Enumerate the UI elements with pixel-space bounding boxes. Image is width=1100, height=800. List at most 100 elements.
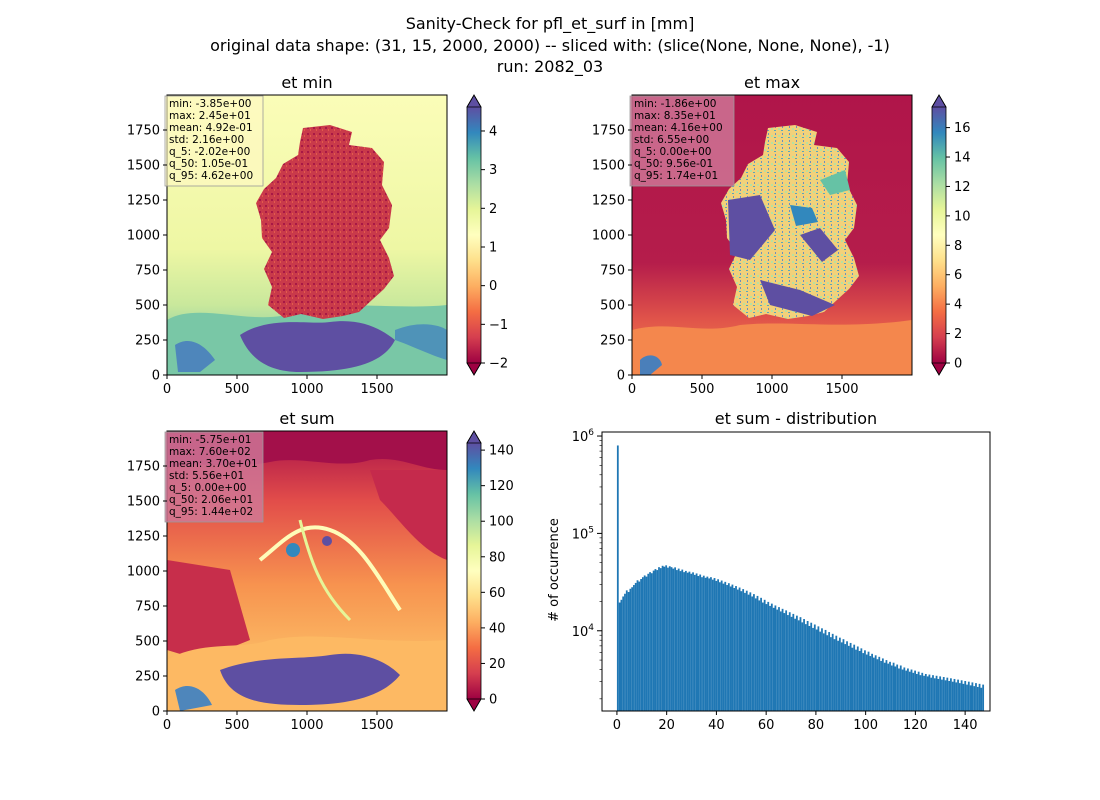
y-tick-label: 1000 [127,565,160,580]
histogram-bar [622,596,625,711]
histogram-bar [667,567,669,711]
x-tick-label: 40 [708,718,725,733]
histogram-bar [692,572,694,711]
colorbar-tick-label: 60 [489,586,506,601]
histogram-bar [625,590,628,711]
histogram-bar [858,650,861,711]
histogram-bar [722,583,725,711]
histogram-bar [953,678,956,711]
axes-frame [601,431,991,712]
histogram-bar [828,632,831,711]
histogram-bar [860,648,863,711]
stat-line: mean: 4.92e-01 [169,122,253,134]
histogram-bar [821,628,823,711]
histogram-bar [620,599,623,711]
histogram-bar [867,651,870,711]
histogram-bar [781,608,784,711]
histogram-bar [715,580,718,711]
histogram-bar [928,674,931,711]
y-axis-label: # of occurrence [547,518,562,622]
histogram-bar [758,600,761,711]
histogram-bar [749,592,752,711]
x-tick-label: 500 [225,718,250,733]
histogram-bar [729,586,732,711]
histogram-bar [951,681,954,711]
histogram-bar [761,602,764,711]
histogram-bar [656,570,659,711]
histogram-bar [941,679,943,711]
panel-title: et sum [279,409,334,428]
y-tick-label: 750 [135,264,160,279]
histogram-bar [701,577,703,711]
histogram-bar [774,605,777,711]
histogram-bar [921,672,924,711]
histogram-bar [826,635,829,711]
histogram-bar [727,583,730,711]
histogram-bar [688,571,691,711]
stat-line: min: -3.85e+00 [169,98,251,110]
x-tick-label: 60 [758,718,775,733]
histogram-bar [878,656,881,711]
stats-box-bg [629,95,735,187]
stats-box: min: -3.85e+00 max: 2.45e+01 mean: 4.92e… [164,95,264,187]
histogram-bar [652,570,655,711]
histogram-bar [747,594,750,711]
y-tick-label: 250 [135,334,160,349]
histogram-bar [778,607,780,711]
stat-line: mean: 4.16e+00 [634,122,723,134]
histogram-bar [948,680,951,711]
y-tick-label: 0 [152,369,160,384]
histogram-bar [881,658,884,711]
stats-box: min: -1.86e+00 max: 8.35e+01 mean: 4.16e… [629,95,735,187]
histogram-bar [838,637,841,711]
histogram-bar [819,631,822,711]
panel-et-sum: et sum min: -5.75e+01 max: 7.60e+02 mean… [127,409,514,733]
histogram-bar [803,619,805,711]
x-tick-label: 500 [690,382,715,397]
histogram-bar [744,592,746,711]
stat-line: max: 7.60e+02 [169,446,251,458]
histogram-bar [842,639,845,711]
colorbar-gradient [467,107,481,363]
colorbar-extend-max [931,94,947,108]
histogram-bar [649,572,651,711]
histogram-bar [765,604,768,711]
panel-title: et max [744,73,800,92]
y-tick-label: 1750 [127,460,160,475]
stat-line: q_50: 2.06e+01 [169,494,253,506]
histogram-bar [933,678,936,711]
colorbar-tick-label: −1 [489,318,508,333]
histogram-bar [699,574,702,711]
colorbar-tick-label: 10 [954,209,971,224]
histogram-bar [910,669,913,711]
histogram-bar [810,622,813,711]
colorbar-tick-label: 2 [954,327,962,342]
histogram-bar [718,582,721,711]
histogram-bar [779,611,782,711]
histogram-bar [958,683,961,711]
histogram-bar [634,582,637,711]
stat-line: min: -5.75e+01 [169,434,251,446]
x-tick-label: 20 [658,718,675,733]
histogram-bar [702,575,705,711]
stats-box-bg [164,95,264,187]
colorbar-tick-label: 12 [954,180,971,195]
y-tick-label: 250 [600,334,625,349]
histogram-bar [978,683,981,711]
histogram-bar [939,676,942,711]
x-axis: 0 500 1000 1500 [628,375,859,397]
y-tick-label: 500 [600,299,625,314]
histogram-bar [710,577,712,711]
histogram-bar [890,665,893,711]
histogram-bar [967,681,970,711]
stat-line: std: 6.55e+00 [634,134,709,146]
histogram-bar [966,684,968,711]
histogram-bar [957,679,959,711]
y-tick-label: 1500 [592,159,625,174]
histogram-bar [923,675,925,711]
stat-line: q_5: -2.02e+00 [169,146,250,158]
y-axis: 0 250 500 750 1000 1250 1500 1750 [127,124,167,384]
stat-line: q_95: 1.74e+01 [634,170,718,182]
stat-line: min: -1.86e+00 [634,98,716,110]
histogram-bar [815,629,818,711]
